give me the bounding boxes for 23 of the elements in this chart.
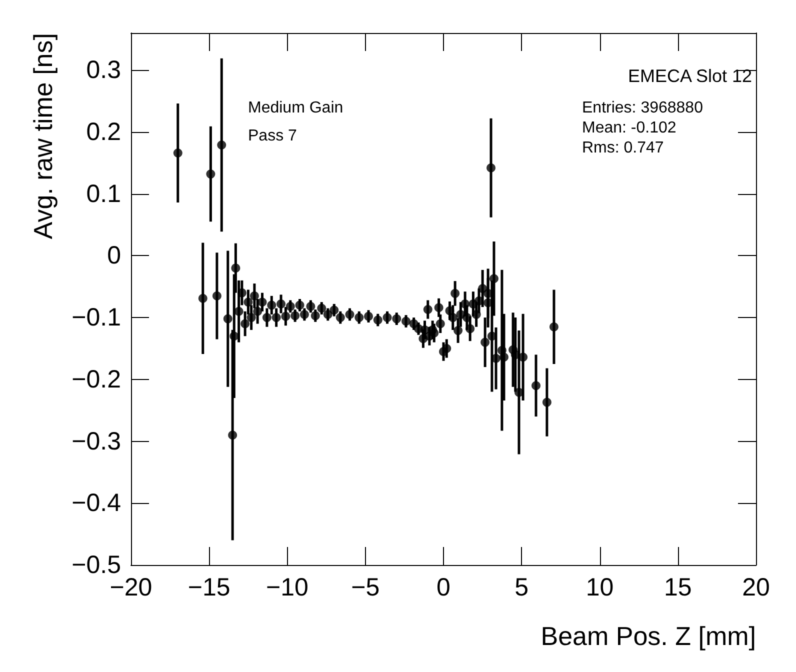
y-tick-label: −0.3 (72, 427, 121, 456)
annotation: Entries: 3968880 (582, 100, 704, 116)
y-tick-label: 0.1 (86, 180, 121, 208)
y-tick-label: −0.1 (72, 304, 121, 332)
y-tick-label: 0 (107, 242, 121, 270)
x-axis-title: Beam Pos. Z [mm] (540, 621, 756, 651)
x-tick-label: −5 (351, 574, 380, 602)
x-tick-label: 5 (514, 574, 529, 602)
x-tick-label: −15 (188, 574, 230, 602)
x-tick-label: 0 (436, 574, 450, 602)
y-tick-label: 0.2 (86, 118, 121, 146)
y-tick-label: −0.2 (72, 365, 121, 394)
x-tick-label: −10 (266, 574, 308, 602)
annotation: Medium Gain (248, 100, 344, 116)
annotation: Rms: 0.747 (582, 140, 664, 156)
x-tick-label: 15 (664, 574, 692, 602)
y-tick-label: −0.4 (72, 489, 122, 518)
x-tick-label: 20 (742, 574, 770, 602)
y-axis-title: Avg. raw time [ns] (28, 33, 58, 240)
annotation: Pass 7 (248, 128, 298, 144)
x-tick-label: 10 (586, 574, 614, 602)
annotation: Mean: -0.102 (582, 120, 676, 136)
y-tick-label: 0.3 (86, 56, 121, 84)
